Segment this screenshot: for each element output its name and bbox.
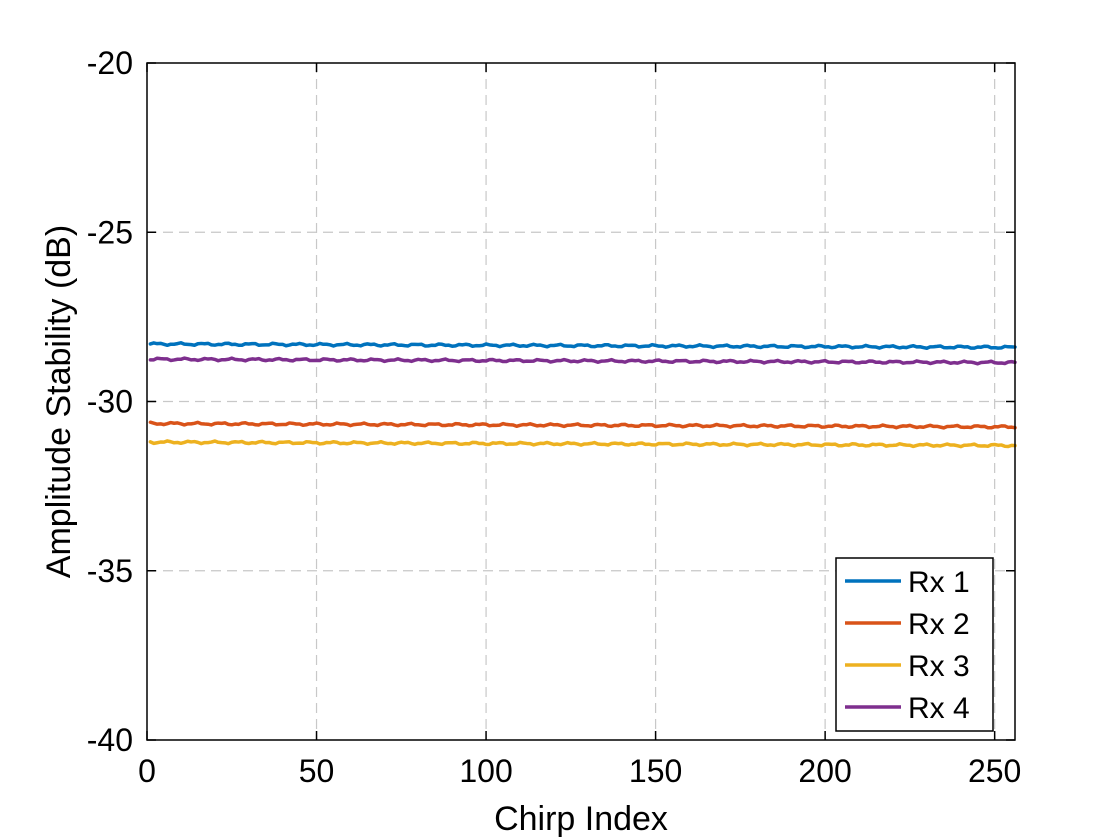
x-axis-label: Chirp Index [494,800,668,838]
x-tick-label: 200 [798,753,851,789]
series-line-4 [148,356,1017,366]
y-tick-label: -25 [87,214,133,250]
y-axis-label: Amplitude Stability (dB) [40,225,78,578]
y-tick-label: -30 [87,384,133,420]
y-tick-label: -40 [87,722,133,758]
series-line-3 [148,439,1017,449]
x-tick-labels: 0 50 100 150 200 250 [138,753,1021,789]
x-tick-label: 150 [629,753,682,789]
legend-box [835,557,994,732]
series-lines [148,341,1017,449]
legend-entry: Rx 2 [908,608,970,641]
legend-entry: Rx 4 [908,692,970,725]
legend: Rx 1 Rx 2 Rx 3 Rx 4 [835,557,994,732]
y-tick-label: -20 [87,45,133,81]
legend-entry: Rx 3 [908,650,970,683]
x-tick-label: 250 [968,753,1021,789]
y-tick-label: -35 [87,553,133,589]
x-tick-label: 0 [138,753,156,789]
x-tick-label: 50 [299,753,335,789]
legend-entry: Rx 1 [908,566,970,599]
series-line-1 [148,341,1017,350]
series-line-2 [148,420,1017,430]
grid-lines [147,63,1015,740]
axis-ticks [146,62,1015,741]
x-tick-label: 100 [459,753,512,789]
y-tick-labels: -40 -35 -30 -25 -20 [87,45,133,758]
